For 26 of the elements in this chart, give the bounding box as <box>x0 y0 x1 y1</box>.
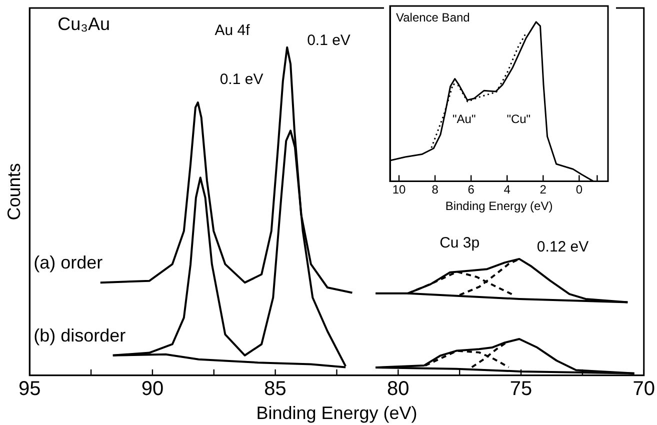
annotation: "Au" <box>452 112 476 126</box>
x-tick-label: 80 <box>387 378 410 400</box>
x-tick-label: 70 <box>632 378 655 400</box>
x-tick-label: 85 <box>264 378 286 400</box>
x-tick-label: 75 <box>510 378 532 400</box>
annotation: 0.12 eV <box>536 238 589 256</box>
x-tick-label: 90 <box>141 378 164 400</box>
x-tick-label: 6 <box>468 182 475 197</box>
annotation: 0.1 eV <box>307 32 350 50</box>
y-axis-title: Counts <box>4 163 24 220</box>
x-tick-label: 95 <box>18 378 41 400</box>
annotation: Cu 3p <box>440 234 480 252</box>
chart-title: Valence Band <box>396 10 470 24</box>
x-tick-label: 10 <box>392 182 406 197</box>
series-label: (a) order <box>34 252 103 273</box>
annotation: "Cu" <box>506 112 531 126</box>
x-tick-label: 4 <box>504 182 511 197</box>
x-tick-label: 2 <box>540 182 547 197</box>
x-axis-title: Binding Energy (eV) <box>256 403 418 424</box>
annotation: 0.1 eV <box>220 71 264 88</box>
x-axis-title: Binding Energy (eV) <box>445 199 553 214</box>
x-tick-label: 0 <box>576 182 583 197</box>
x-tick-label: 8 <box>432 182 439 197</box>
series-label: (b) disorder <box>34 325 126 346</box>
chart-title: Cu₃Au <box>58 14 110 34</box>
text: Au 4f <box>214 22 251 40</box>
